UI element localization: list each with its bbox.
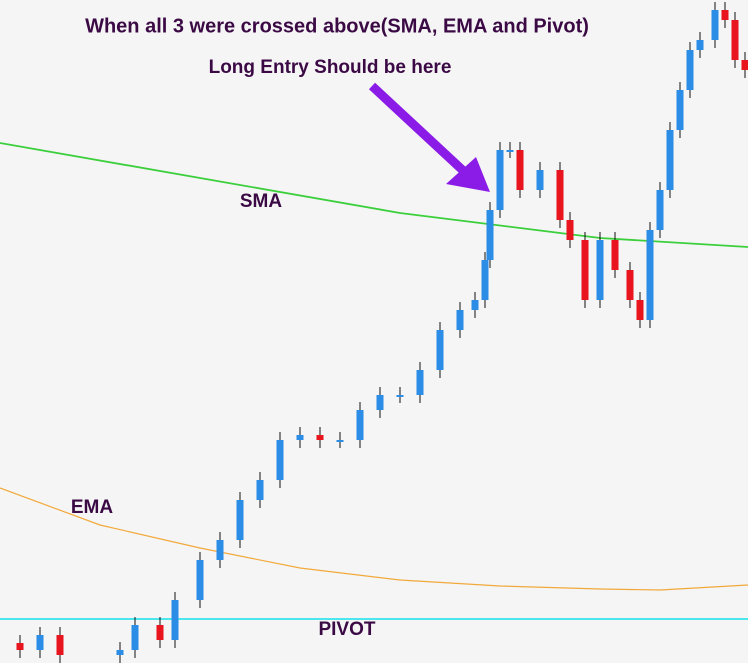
candle-body bbox=[471, 300, 479, 310]
candle-body bbox=[256, 480, 264, 500]
candle-body bbox=[56, 635, 64, 655]
candle-body bbox=[356, 410, 364, 440]
candle-body bbox=[646, 230, 654, 320]
arrow-shaft bbox=[368, 82, 474, 181]
candle-body bbox=[666, 130, 674, 190]
candle-body bbox=[216, 540, 224, 560]
candle-body bbox=[611, 240, 619, 270]
candle-body bbox=[481, 260, 489, 300]
candle-body bbox=[131, 625, 139, 650]
candle-body bbox=[196, 560, 204, 600]
line-label: PIVOT bbox=[318, 619, 375, 640]
candle-body bbox=[436, 330, 444, 370]
indicator-line bbox=[0, 487, 748, 591]
candle-body bbox=[536, 170, 544, 190]
candle-body bbox=[376, 395, 384, 410]
candle-body bbox=[456, 310, 464, 330]
arrow-head bbox=[446, 157, 490, 192]
candle-body bbox=[16, 643, 24, 650]
candle-body bbox=[36, 635, 44, 650]
candle-body bbox=[676, 90, 684, 130]
candle-body bbox=[581, 240, 589, 300]
candle-body bbox=[696, 40, 704, 50]
candle-body bbox=[596, 240, 604, 300]
candle-body bbox=[396, 395, 404, 397]
candle-body bbox=[731, 20, 739, 60]
candle-body bbox=[336, 440, 344, 442]
candle-body bbox=[566, 220, 574, 240]
candle-body bbox=[711, 10, 719, 40]
candle-body bbox=[556, 170, 564, 220]
candle-body bbox=[116, 650, 124, 655]
candle-body bbox=[296, 435, 304, 440]
candle-body bbox=[741, 60, 748, 70]
candle-body bbox=[496, 150, 504, 210]
candle-body bbox=[656, 190, 664, 230]
line-label: EMA bbox=[71, 497, 114, 518]
candle-body bbox=[506, 150, 514, 152]
candle-body bbox=[636, 300, 644, 320]
candle-body bbox=[721, 10, 729, 20]
candle-body bbox=[686, 50, 694, 90]
line-label: SMA bbox=[240, 191, 283, 212]
candle-body bbox=[516, 150, 524, 190]
candle-body bbox=[486, 210, 494, 260]
candle-body bbox=[171, 600, 179, 640]
candle-body bbox=[416, 370, 424, 395]
candle-body bbox=[626, 270, 634, 300]
candle-body bbox=[316, 435, 324, 440]
candle-body bbox=[276, 440, 284, 480]
arrow bbox=[368, 82, 490, 192]
annotation: Long Entry Should be here bbox=[209, 57, 452, 78]
chart-title: When all 3 were crossed above(SMA, EMA a… bbox=[85, 15, 589, 37]
candle-body bbox=[236, 500, 244, 540]
candle-body bbox=[156, 625, 164, 640]
